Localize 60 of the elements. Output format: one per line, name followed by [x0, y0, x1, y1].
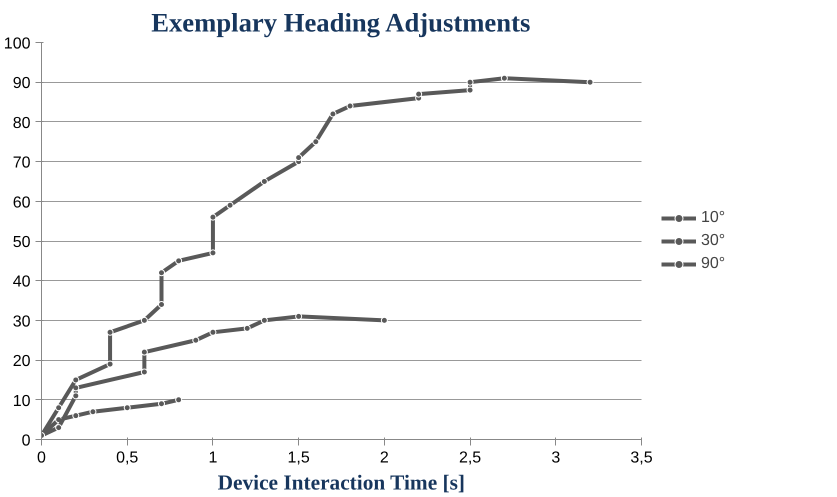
- y-tick-label: 10: [12, 392, 31, 410]
- y-tick-label: 100: [4, 36, 31, 52]
- point: [140, 348, 148, 356]
- point: [312, 138, 320, 146]
- point: [260, 316, 268, 324]
- point: [124, 404, 131, 412]
- point: [158, 269, 165, 276]
- legend-label: 90°: [701, 254, 726, 272]
- x-tick-label: 3: [551, 450, 560, 466]
- point: [500, 74, 508, 82]
- point: [260, 178, 268, 185]
- x-tick-label: 2,5: [458, 450, 482, 466]
- point: [140, 316, 148, 324]
- point: [158, 400, 165, 408]
- point: [192, 336, 200, 344]
- y-tick-label: 50: [12, 234, 31, 251]
- x-tick-label: 0,5: [116, 450, 138, 466]
- point: [72, 376, 80, 384]
- point: [295, 312, 302, 320]
- y-tick-label: 90: [12, 75, 31, 92]
- point: [209, 249, 216, 256]
- legend-label: 10°: [701, 208, 726, 226]
- y-tick-label: 80: [12, 114, 31, 132]
- point: [106, 328, 114, 336]
- x-tick-label: 2: [380, 450, 389, 466]
- y-tick-label: 0: [22, 432, 31, 450]
- point: [380, 316, 388, 324]
- x-tick-label: 1,5: [288, 450, 310, 466]
- point: [415, 90, 422, 98]
- point: [55, 404, 62, 412]
- point: [209, 214, 216, 221]
- y-tick-label: 70: [12, 154, 31, 172]
- point: [175, 257, 182, 264]
- x-axis-title: Device Interaction Time [s]: [218, 470, 466, 494]
- point: [295, 154, 302, 162]
- point: [158, 301, 165, 308]
- point: [244, 324, 251, 332]
- x-tick-label: 0: [37, 450, 46, 466]
- point: [175, 396, 182, 404]
- point: [106, 360, 114, 368]
- legend-label: 30°: [701, 232, 726, 250]
- y-tick-label: 60: [12, 194, 31, 212]
- x-tick-label: 1: [208, 450, 218, 466]
- point: [329, 110, 336, 118]
- point: [209, 328, 216, 336]
- point: [89, 408, 96, 416]
- point: [466, 78, 474, 86]
- point: [140, 368, 148, 376]
- point: [72, 412, 80, 420]
- point: [346, 102, 354, 110]
- point: [226, 202, 234, 209]
- point: [466, 86, 474, 94]
- point: [72, 392, 80, 400]
- y-tick-label: 40: [12, 274, 31, 291]
- point: [55, 424, 62, 432]
- chart-title: Exemplary Heading Adjustments: [151, 8, 530, 38]
- y-tick-label: 30: [12, 313, 31, 330]
- point: [586, 78, 594, 86]
- x-tick-label: 3,5: [630, 450, 653, 466]
- y-tick-label: 20: [12, 353, 31, 370]
